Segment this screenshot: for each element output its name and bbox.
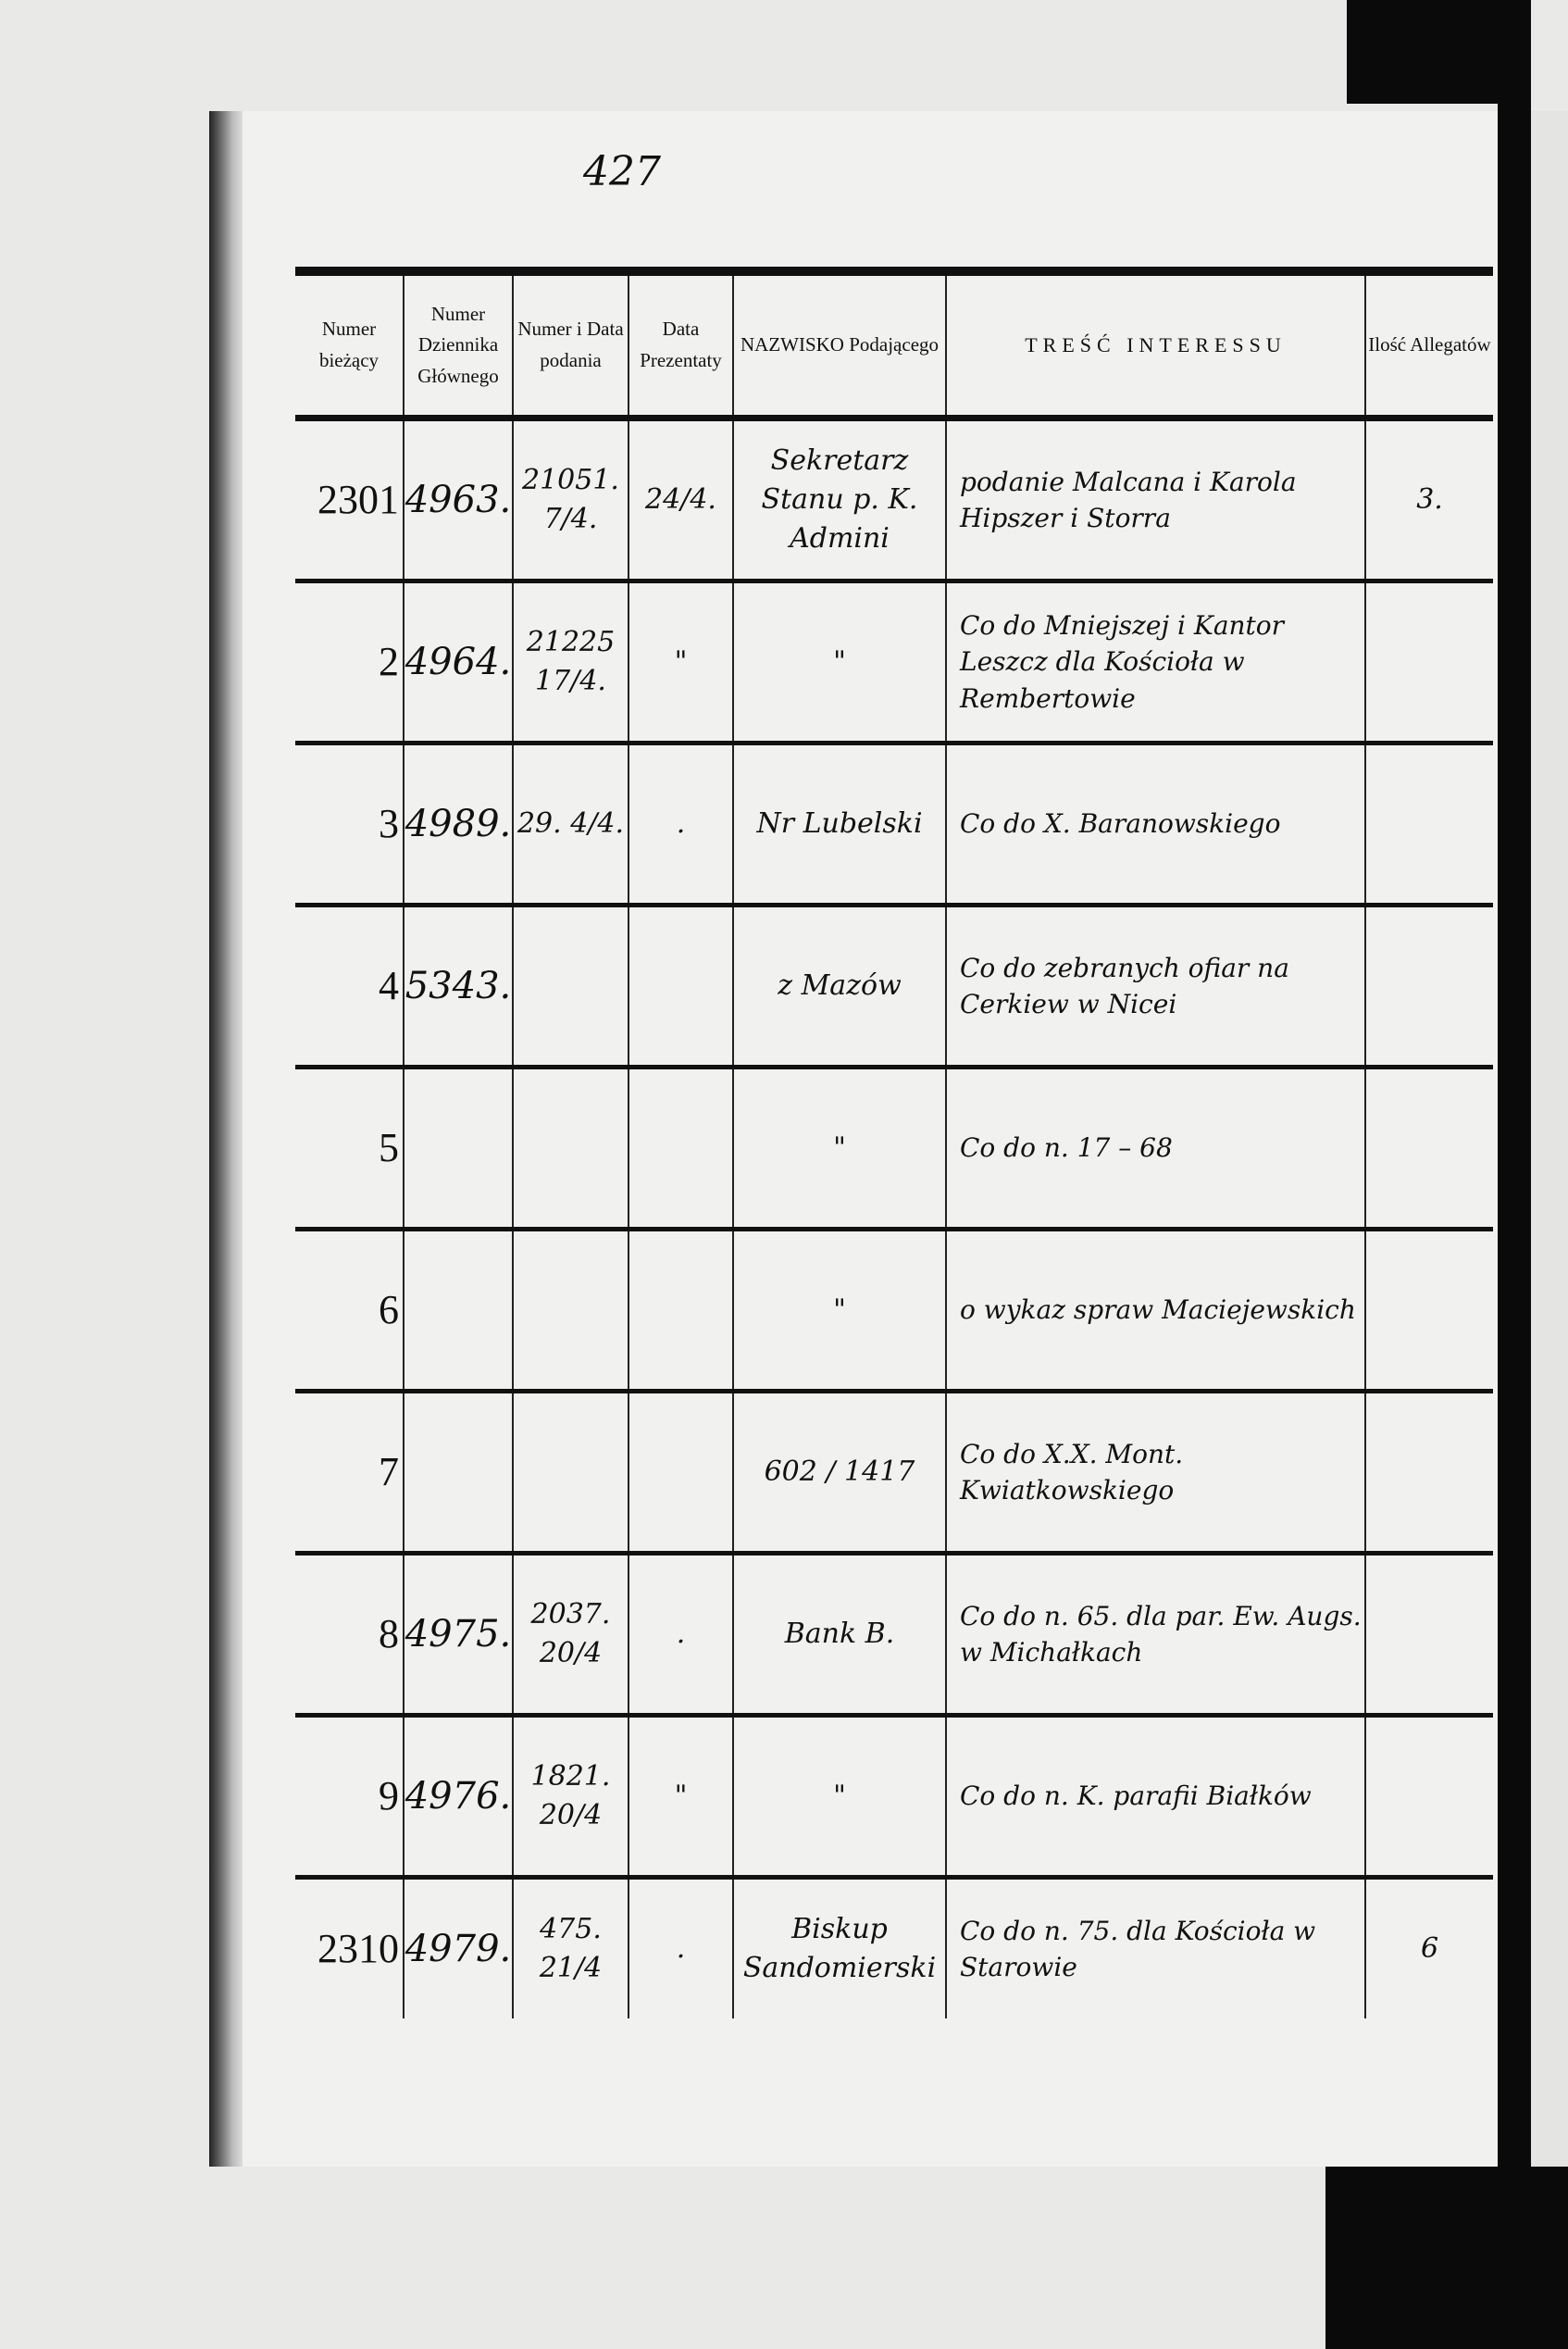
cell-num-date (514, 907, 629, 1065)
table-row: 7 602 / 1417 Co do X.X. Mont. Kwiatkowskie… (295, 1393, 1493, 1556)
header-tresc: TREŚĆ INTERESSU (947, 276, 1366, 415)
cell-num-date: 21051. 7/4. (514, 421, 629, 579)
cell-prezentata (629, 907, 734, 1065)
cell-num-date (514, 1069, 629, 1227)
cell-num: 9 (295, 1718, 404, 1875)
cell-name: 602 / 1417 (734, 1393, 947, 1551)
cell-prezentata (629, 1231, 734, 1389)
table-row: 9 4976. 1821. 20/4 " " Co do n. K. parafii Bi… (295, 1718, 1493, 1880)
cell-prezentata: " (629, 583, 734, 741)
cell-content: Co do n. K. parafii Białków (947, 1718, 1366, 1875)
cell-name: " (734, 1231, 947, 1389)
header-numer-data-podania: Numer i Data podania (514, 276, 629, 415)
cell-num: 2301 (295, 421, 404, 579)
cell-num: 2310 (295, 1880, 404, 2018)
table-row: 6 " o wykaz spraw Maciejewskich (295, 1231, 1493, 1393)
cell-allegaty: 3. (1416, 483, 1443, 516)
cell-num-date: 21225 17/4. (514, 583, 629, 741)
scan-border-bottom (1325, 2167, 1568, 2349)
cell-allegaty (1366, 1231, 1493, 1389)
cell-num-date: 2037. 20/4 (514, 1556, 629, 1713)
header-numer-biezacy: Numer bieżący (295, 276, 404, 415)
cell-content: Co do Mniejszej i Kantor Leszcz dla Kośc… (947, 583, 1366, 741)
cell-journal (404, 1069, 514, 1227)
header-numer-dziennika: Numer Dziennika Głównego (404, 276, 514, 415)
scan-border-top (1347, 0, 1498, 104)
table-row: 2 4964. 21225 17/4. " " Co do Mniejszej i Kan… (295, 583, 1493, 745)
cell-content: podanie Malcana i Karola Hipszer i Storr… (947, 421, 1366, 579)
cell-num: 8 (295, 1556, 404, 1713)
cell-num-date (514, 1393, 629, 1551)
cell-name: " (734, 1718, 947, 1875)
cell-journal: 4975. (404, 1556, 514, 1713)
cell-prezentata: . (629, 1880, 734, 2018)
cell-num: 2 (295, 583, 404, 741)
cell-name: " (734, 1069, 947, 1227)
cell-content: Co do zebranych ofiar na Cerkiew w Nicei (947, 907, 1366, 1065)
cell-content: Co do n. 17 – 68 (947, 1069, 1366, 1227)
table-row: 8 4975. 2037. 20/4. Bank B. Co do n. 65. dla… (295, 1556, 1493, 1718)
cell-allegaty: 6 (1420, 1932, 1439, 1965)
header-nazwisko: NAZWISKO Podającego (734, 276, 947, 415)
cell-prezentata (629, 1069, 734, 1227)
book-binding (209, 111, 243, 2167)
cell-name: Biskup Sandomierski (734, 1880, 947, 2018)
cell-name: Bank B. (734, 1556, 947, 1713)
table-row: 3 4989. 29. 4/4.. Nr Lubelski Co do X. Baran… (295, 745, 1493, 907)
cell-name: Sekretarz Stanu p. K. Admini (734, 421, 947, 579)
cell-num-date: 475. 21/4 (514, 1880, 629, 2018)
cell-name: " (734, 583, 947, 741)
cell-content: Co do X. Baranowskiego (947, 745, 1366, 903)
cell-journal: 4963. (404, 421, 514, 579)
table-header: Numer bieżący Numer Dziennika Głównego N… (295, 267, 1493, 421)
cell-content: Co do n. 65. dla par. Ew. Augs. w Michał… (947, 1556, 1366, 1713)
cell-num: 5 (295, 1069, 404, 1227)
cell-allegaty (1366, 1556, 1493, 1713)
cell-journal (404, 1393, 514, 1551)
cell-num: 7 (295, 1393, 404, 1551)
cell-num: 4 (295, 907, 404, 1065)
facing-page-edge (1531, 111, 1568, 2167)
cell-num-date: 29. 4/4. (514, 745, 629, 903)
register-page (209, 111, 1498, 2167)
cell-prezentata: . (629, 745, 734, 903)
cell-content: o wykaz spraw Maciejewskich (947, 1231, 1366, 1389)
scan-border-right (1498, 0, 1531, 2349)
header-allegaty: Ilość Allegatów (1368, 333, 1491, 356)
cell-num-date: 1821. 20/4 (514, 1718, 629, 1875)
table-row: 2301 4963. 21051. 7/4. 24/4. Sekretarz Stanu… (295, 421, 1493, 583)
table-row: 5 " Co do n. 17 – 68 (295, 1069, 1493, 1231)
cell-content: Co do X.X. Mont. Kwiatkowskiego (947, 1393, 1366, 1551)
header-data-prezentaty: Data Prezentaty (629, 276, 734, 415)
cell-num: 6 (295, 1231, 404, 1389)
register-table: Numer bieżący Numer Dziennika Głównego N… (295, 267, 1493, 2018)
cell-journal: 4989. (404, 745, 514, 903)
cell-allegaty (1366, 1393, 1493, 1551)
cell-journal: 4979. (404, 1880, 514, 2018)
cell-name: z Mazów (734, 907, 947, 1065)
folio-number: 427 (583, 148, 661, 195)
cell-prezentata: " (629, 1718, 734, 1875)
cell-prezentata: . (629, 1556, 734, 1713)
cell-allegaty (1366, 1069, 1493, 1227)
cell-allegaty (1366, 1718, 1493, 1875)
cell-journal: 4964. (404, 583, 514, 741)
table-row: 2310 4979. 475. 21/4. Biskup Sandomierski Co… (295, 1880, 1493, 2018)
cell-name: Nr Lubelski (734, 745, 947, 903)
cell-allegaty (1366, 583, 1493, 741)
cell-allegaty (1366, 745, 1493, 903)
cell-prezentata: 24/4. (629, 421, 734, 579)
cell-journal (404, 1231, 514, 1389)
cell-num: 3 (295, 745, 404, 903)
cell-num-date (514, 1231, 629, 1389)
cell-prezentata (629, 1393, 734, 1551)
cell-journal: 5343. (404, 907, 514, 1065)
cell-content: Co do n. 75. dla Kościoła w Starowie (947, 1880, 1366, 2018)
table-row: 4 5343. z Mazów Co do zebranych ofiar na Ce… (295, 907, 1493, 1069)
cell-allegaty (1366, 907, 1493, 1065)
cell-journal: 4976. (404, 1718, 514, 1875)
